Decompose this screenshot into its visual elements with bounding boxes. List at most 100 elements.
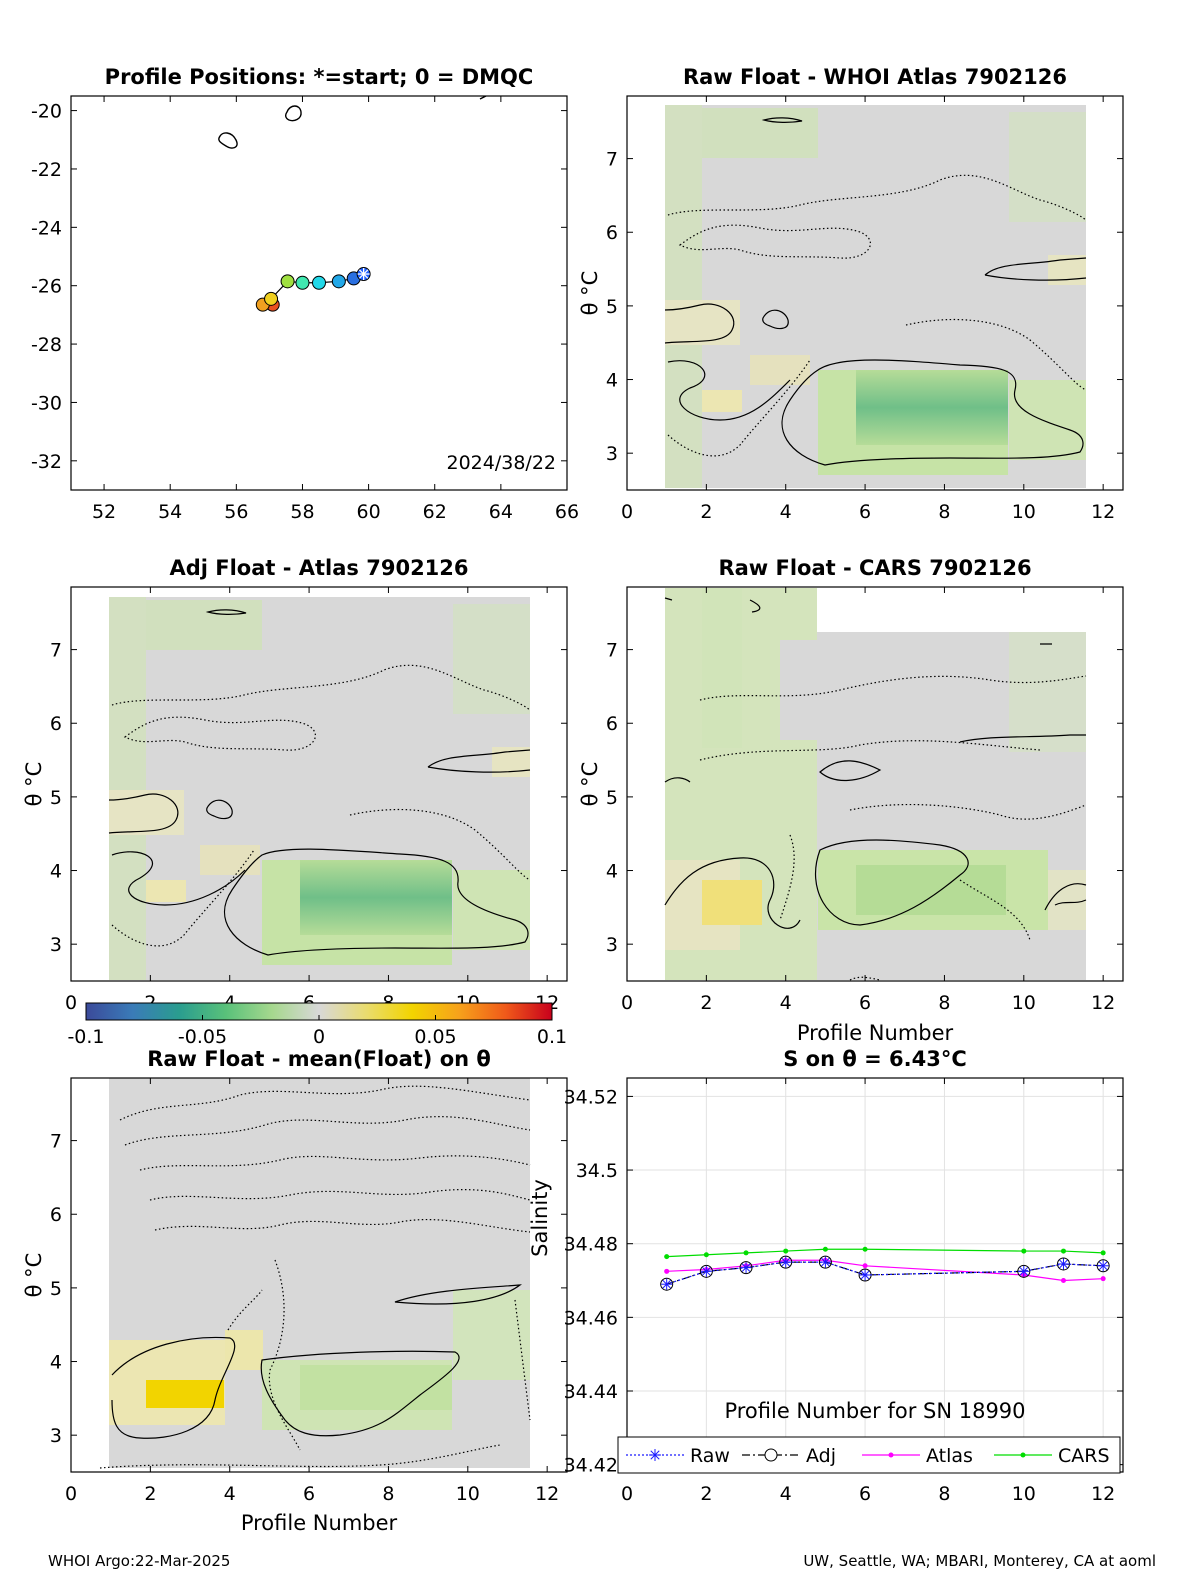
star-stroke	[650, 1450, 660, 1460]
point-raw	[1097, 1260, 1109, 1272]
y-tick-label: 5	[606, 787, 618, 809]
point-cars	[743, 1250, 749, 1256]
positions-axes	[70, 95, 568, 491]
x-tick-label: 10	[1012, 1483, 1036, 1505]
positions-coastlines	[218, 96, 487, 149]
x-tick-label: 54	[158, 501, 182, 523]
x-tick-label: 4	[780, 1483, 792, 1505]
star-stroke	[821, 1257, 830, 1267]
start-star-marker	[357, 268, 370, 281]
legend-label-atlas: Atlas	[926, 1445, 973, 1467]
y-tick-label: 34.44	[564, 1381, 618, 1403]
footer-left: WHOI Argo:22-Mar-2025	[48, 1552, 231, 1570]
point-cars	[783, 1248, 789, 1254]
x-tick-label: 4	[780, 501, 792, 523]
point-adj	[779, 1255, 793, 1269]
point-atlas	[1100, 1276, 1106, 1282]
adj-atlas-axes	[70, 586, 568, 982]
y-tick-label: 34.52	[564, 1086, 618, 1108]
profile-position-marker	[331, 274, 346, 289]
y-tick-label: 4	[606, 370, 618, 392]
y-tick-label: 6	[606, 222, 618, 244]
x-tick-label: 0	[65, 1483, 77, 1505]
x-tick-label: 0	[621, 1483, 633, 1505]
y-tick-label: 5	[50, 1278, 62, 1300]
x-tick-label: 12	[1091, 501, 1115, 523]
star-stroke	[1019, 1267, 1029, 1276]
y-tick-label: -30	[31, 392, 62, 414]
star-stroke	[1098, 1261, 1108, 1271]
island-outline	[479, 96, 487, 100]
star-stroke	[860, 1270, 870, 1280]
colorbar-tick-label: -0.05	[178, 1026, 227, 1048]
y-tick-label: 34.5	[576, 1160, 618, 1182]
x-tick-label: 2	[700, 1483, 712, 1505]
x-tick-label: 12	[1091, 992, 1115, 1014]
point-atlas	[1060, 1278, 1066, 1284]
footer-right: UW, Seattle, WA; MBARI, Monterey, CA at …	[803, 1552, 1156, 1570]
point-cars	[703, 1252, 709, 1258]
positions-title: Profile Positions: *=start; 0 = DMQC	[105, 65, 534, 89]
point-raw	[1018, 1265, 1030, 1277]
x-tick-label: 2	[700, 501, 712, 523]
star-stroke	[781, 1257, 790, 1267]
positions-track	[255, 267, 371, 312]
y-tick-label: 3	[50, 1425, 62, 1447]
island-outline	[218, 132, 238, 149]
raw-mean-axes	[70, 1077, 568, 1473]
y-tick-label: 6	[50, 1204, 62, 1226]
raw-cars-ylabel: θ °C	[578, 762, 602, 807]
y-tick-label: 6	[50, 713, 62, 735]
y-tick-label: 4	[50, 1352, 62, 1374]
x-tick-label: 10	[1012, 501, 1036, 523]
y-tick-label: 34.48	[564, 1234, 618, 1256]
raw-whoi-ticks: 0 2 4 6 8 10 12 3 4 5 6 7	[606, 96, 1123, 523]
raw-cars-panel: Raw Float - CARS 7902126	[578, 556, 1124, 1045]
x-tick-label: 2	[700, 992, 712, 1014]
point-cars	[664, 1254, 670, 1260]
colorbar-tick-label: 0	[313, 1026, 325, 1048]
star-stroke	[662, 1279, 671, 1289]
star-stroke	[1059, 1259, 1068, 1269]
raw-mean-title: Raw Float - mean(Float) on θ	[147, 1047, 491, 1071]
x-tick-label: 4	[780, 992, 792, 1014]
colorbar-ticks: -0.1 -0.05 0 0.05 0.1	[67, 1015, 567, 1048]
y-tick-label: 7	[50, 640, 62, 662]
raw-cars-axes	[626, 586, 1124, 982]
raw-whoi-heatmap	[664, 105, 1087, 488]
raw-cars-title: Raw Float - CARS 7902126	[718, 556, 1031, 580]
y-tick-label: -26	[31, 276, 62, 298]
point-adj	[1017, 1264, 1031, 1278]
raw-cars-xlabel: Profile Number	[797, 1021, 954, 1045]
raw-mean-ticks: 0 2 4 6 8 10 12 3 4 5 6 7	[50, 1078, 567, 1505]
point-cars	[1100, 1250, 1106, 1256]
star-stroke	[358, 269, 369, 279]
colorbar-tick-label: -0.1	[67, 1026, 104, 1048]
y-tick-label: 7	[606, 640, 618, 662]
y-tick-label: 4	[606, 861, 618, 883]
point-adj	[660, 1277, 674, 1291]
salinity-legend: Raw Adj Atlas CARS	[617, 1436, 1121, 1474]
x-tick-label: 0	[621, 501, 633, 523]
x-tick-label: 8	[382, 1483, 394, 1505]
x-tick-label: 56	[224, 501, 248, 523]
positions-date-annotation: 2024/38/22	[446, 452, 556, 474]
salinity-xlabel: Profile Number for SN 18990	[724, 1399, 1025, 1423]
x-tick-label: 8	[938, 992, 950, 1014]
star-stroke	[702, 1267, 711, 1276]
legend-label-cars: CARS	[1058, 1445, 1110, 1467]
y-tick-label: 5	[50, 787, 62, 809]
x-tick-label: 0	[621, 992, 633, 1014]
raw-cars-ticks: 0 2 4 6 8 10 12 3 4 5 6 7	[606, 587, 1123, 1014]
adj-atlas-ylabel: θ °C	[22, 762, 46, 807]
profile-position-marker	[312, 275, 326, 290]
profile-position-marker	[295, 275, 310, 290]
legend-label-raw: Raw	[690, 1445, 730, 1467]
raw-whoi-axes	[626, 95, 1124, 491]
point-cars	[1021, 1248, 1027, 1254]
x-tick-label: 2	[144, 1483, 156, 1505]
x-tick-label: 8	[938, 501, 950, 523]
y-tick-label: 7	[50, 1131, 62, 1153]
star-stroke	[741, 1263, 751, 1272]
colorbar-tick-label: 0.1	[537, 1026, 567, 1048]
